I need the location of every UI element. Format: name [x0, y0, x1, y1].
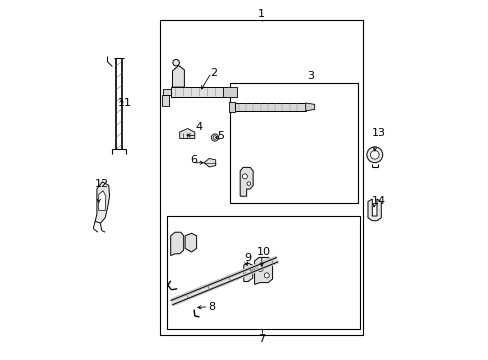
Text: 9: 9 — [244, 253, 251, 264]
Text: 4: 4 — [196, 122, 203, 132]
Polygon shape — [95, 182, 109, 223]
Polygon shape — [170, 232, 183, 256]
Polygon shape — [254, 257, 272, 284]
Polygon shape — [179, 129, 194, 139]
Text: 13: 13 — [371, 128, 385, 138]
Bar — [167, 216, 359, 329]
Text: 10: 10 — [257, 247, 271, 257]
Circle shape — [211, 134, 218, 141]
Polygon shape — [367, 199, 381, 221]
Circle shape — [242, 174, 247, 179]
Circle shape — [264, 273, 269, 278]
Polygon shape — [240, 167, 253, 196]
Text: 8: 8 — [207, 302, 215, 312]
Circle shape — [213, 136, 216, 139]
Polygon shape — [235, 103, 305, 111]
Text: 7: 7 — [258, 334, 265, 344]
Text: 11: 11 — [118, 98, 132, 108]
Text: 12: 12 — [95, 179, 109, 189]
Polygon shape — [162, 95, 168, 106]
Polygon shape — [228, 102, 235, 112]
Circle shape — [366, 147, 382, 163]
Polygon shape — [172, 66, 184, 87]
Polygon shape — [204, 158, 215, 167]
Text: 6: 6 — [189, 155, 197, 165]
Text: 14: 14 — [370, 196, 385, 206]
Bar — [160, 20, 363, 335]
Polygon shape — [244, 263, 252, 282]
Text: 3: 3 — [307, 71, 314, 81]
Circle shape — [245, 269, 250, 274]
Text: 5: 5 — [217, 131, 224, 141]
Circle shape — [172, 59, 179, 66]
Bar — [230, 83, 357, 203]
Polygon shape — [305, 103, 314, 111]
Text: 2: 2 — [210, 68, 217, 78]
Circle shape — [257, 265, 263, 271]
Polygon shape — [223, 87, 237, 97]
Text: 1: 1 — [258, 9, 264, 19]
Polygon shape — [185, 233, 196, 252]
Circle shape — [246, 182, 250, 185]
Polygon shape — [170, 87, 226, 97]
Polygon shape — [99, 191, 106, 211]
Circle shape — [370, 150, 378, 159]
Polygon shape — [163, 89, 170, 95]
